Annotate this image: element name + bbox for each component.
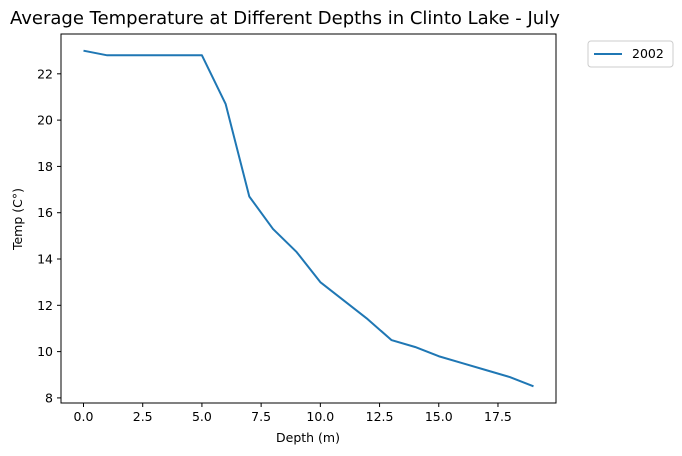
series-line-2002: [83, 49, 534, 388]
x-tick-label: 17.5: [484, 409, 512, 424]
chart-title: Average Temperature at Different Depths …: [10, 8, 560, 29]
y-tick-label: 14: [37, 252, 53, 267]
y-tick-label: 20: [37, 113, 53, 128]
y-tick-label: 12: [37, 298, 53, 313]
x-tick-label: 5.0: [192, 409, 212, 424]
y-tick-label: 8: [45, 390, 53, 405]
y-axis-label: Temp (C°): [10, 188, 25, 251]
y-tick-label: 18: [37, 159, 53, 174]
x-axis-label: Depth (m): [276, 430, 340, 445]
series-layer: [83, 49, 534, 388]
x-tick-label: 0.0: [74, 409, 94, 424]
x-tick-label: 12.5: [366, 409, 394, 424]
x-tick-label: 15.0: [425, 409, 453, 424]
y-tick-label: 16: [37, 205, 53, 220]
y-tick-label: 22: [37, 66, 53, 81]
plot-frame: [60, 33, 557, 404]
x-axis: 0.0 2.5 5.0 7.5 10.0 12.5 15.0 17.5: [74, 403, 512, 424]
legend: 2002: [587, 40, 674, 68]
x-tick-label: 7.5: [251, 409, 271, 424]
x-tick-label: 10.0: [306, 409, 334, 424]
x-tick-label: 2.5: [133, 409, 153, 424]
y-tick-label: 10: [37, 344, 53, 359]
y-axis: 8 10 12 14 16 18 20 22: [37, 66, 61, 405]
legend-box: [587, 40, 674, 68]
plot-area: 0.0 2.5 5.0 7.5 10.0 12.5 15.0 17.5 8 10 12 14 16 18…: [37, 33, 557, 424]
legend-label-2002: 2002: [632, 46, 664, 61]
